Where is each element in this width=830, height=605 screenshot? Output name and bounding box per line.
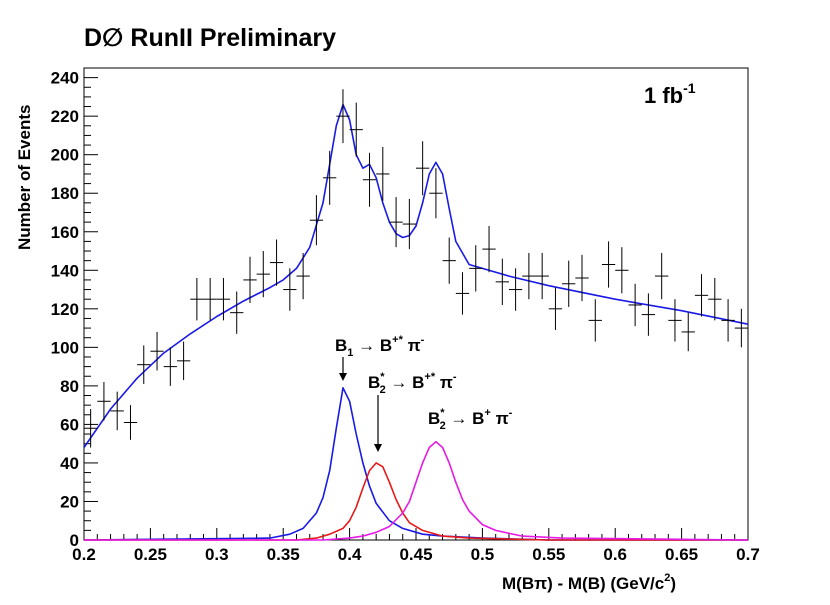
chart-title: D∅ RunII Preliminary: [84, 24, 336, 52]
data-point: [336, 89, 350, 144]
x-axis-title: M(Bπ) - M(B) (GeV/c2): [502, 572, 676, 593]
luminosity-label: 1 fb-1: [644, 80, 696, 108]
fit-curve-0: [83, 103, 749, 448]
annotation-arrows: [339, 357, 382, 452]
y-tick-label: 140: [51, 261, 79, 280]
data-point: [269, 239, 284, 286]
data-point: [416, 141, 430, 196]
y-tick-label: 200: [51, 146, 79, 165]
data-point: [655, 252, 669, 300]
y-tick-label: 220: [51, 107, 79, 126]
data-point: [495, 258, 509, 305]
x-tick-label: 0.7: [736, 545, 760, 564]
y-tick-label: 40: [60, 454, 79, 473]
y-tick-labels: 0 20 40 60 80 100 120 140 160 180 200 220 240: [51, 69, 79, 550]
data-point: [734, 308, 748, 348]
data-point: [628, 283, 642, 327]
y-tick-label: 80: [60, 377, 79, 396]
x-tick-label: 0.25: [134, 545, 167, 564]
data-point: [309, 195, 324, 246]
data-point: [721, 299, 735, 342]
x-tick-label: 0.6: [603, 545, 627, 564]
data-point: [708, 277, 722, 321]
data-point: [455, 272, 470, 315]
y-tick-label: 240: [51, 69, 79, 88]
data-point: [349, 102, 363, 157]
data-point: [429, 168, 443, 219]
data-point: [508, 268, 523, 311]
y-tick-label: 160: [51, 223, 79, 242]
data-points: [84, 89, 748, 448]
data-point: [123, 405, 138, 440]
x-tick-label: 0.65: [665, 545, 698, 564]
data-point: [694, 274, 709, 317]
data-point: [681, 312, 695, 352]
data-point: [283, 268, 297, 311]
y-tick-label: 60: [60, 415, 79, 434]
data-point: [389, 197, 403, 248]
data-point: [522, 252, 536, 300]
data-point: [575, 254, 589, 302]
arrow-b1-head: [339, 373, 347, 381]
data-point: [548, 287, 563, 331]
data-point: [668, 299, 682, 342]
data-point: [296, 252, 310, 300]
data-point: [243, 256, 257, 304]
data-point: [588, 299, 602, 342]
x-tick-label: 0.5: [471, 545, 495, 564]
data-point: [150, 331, 164, 371]
data-point: [562, 260, 576, 307]
y-axis-title: Number of Events: [15, 105, 34, 250]
x-tick-label: 0.2: [72, 545, 96, 564]
data-point: [482, 225, 496, 273]
data-point: [163, 347, 177, 386]
data-point: [442, 237, 456, 284]
data-point: [216, 277, 231, 321]
data-point: [535, 252, 549, 300]
y-tick-label: 100: [51, 338, 79, 357]
data-point: [323, 150, 337, 205]
x-tick-label: 0.4: [338, 545, 362, 564]
data-point: [176, 341, 191, 381]
y-tick-label: 0: [70, 531, 79, 550]
data-point: [376, 146, 390, 201]
data-point: [230, 291, 244, 334]
annotation-b2-star-bstar: B* 2 → B+* π-: [368, 371, 457, 396]
fit-curve-1: [83, 387, 748, 541]
data-point: [601, 241, 616, 288]
x-tick-label: 0.45: [399, 545, 432, 564]
fit-curves: [83, 103, 749, 541]
y-tick-label: 120: [51, 300, 79, 319]
x-tick-label: 0.3: [205, 545, 229, 564]
data-point: [469, 245, 483, 292]
y-tick-label: 20: [60, 492, 79, 511]
data-point: [190, 277, 204, 321]
x-tick-label: 0.55: [532, 545, 565, 564]
arrow-b2-star-head: [374, 444, 382, 452]
annotation-b1: B1 → B+* π-: [335, 334, 425, 359]
data-point: [615, 247, 629, 294]
x-tick-labels: 0.2 0.25 0.3 0.35 0.4 0.45 0.5 0.55 0.6 0.65 0.7: [72, 545, 760, 564]
data-point: [137, 345, 151, 384]
data-point: [97, 382, 111, 421]
annotation-b2-star-b: B* 2 → B+ π-: [428, 407, 513, 432]
y-tick-label: 180: [51, 184, 79, 203]
data-point: [362, 152, 377, 207]
data-point: [256, 251, 270, 298]
fit-curve-3: [84, 440, 749, 541]
fit-curve-2: [84, 462, 748, 541]
x-tick-label: 0.35: [267, 545, 300, 564]
data-point: [203, 277, 217, 321]
data-point: [641, 293, 656, 336]
data-point: [110, 391, 124, 431]
data-point: [402, 199, 416, 250]
data-point: [84, 408, 98, 448]
